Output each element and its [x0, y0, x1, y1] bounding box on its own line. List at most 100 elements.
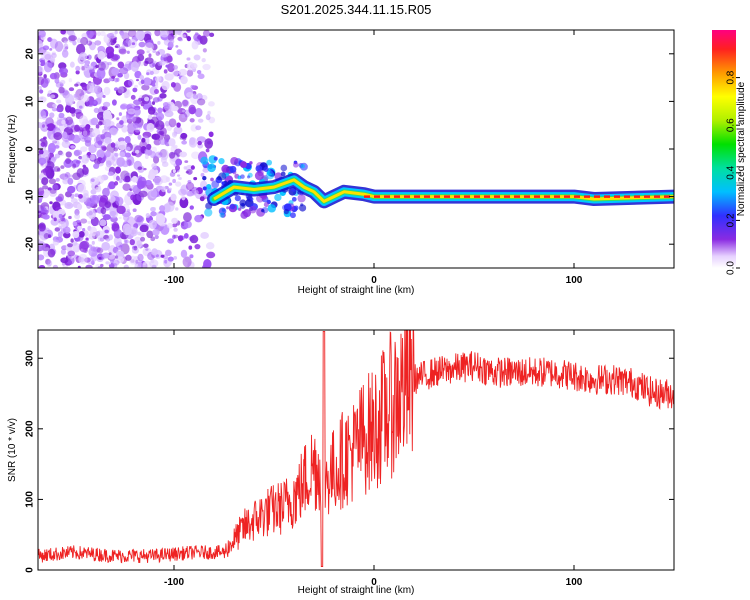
heatmap-cell: [116, 122, 124, 129]
heatmap-cell: [229, 165, 237, 173]
heatmap-cell: [78, 52, 88, 61]
heatmap-cell: [293, 162, 299, 168]
heatmap-cell: [78, 193, 83, 199]
heatmap-cell: [152, 228, 160, 236]
heatmap-cell: [71, 112, 76, 117]
heatmap-cell: [204, 138, 214, 149]
heatmap-cell: [57, 151, 65, 157]
heatmap-cell: [124, 226, 132, 235]
heatmap-cell: [123, 214, 130, 222]
heatmap-cell: [138, 41, 146, 48]
heatmap-cell: [65, 151, 72, 158]
heatmap-cell: [77, 183, 87, 193]
heatmap-cell: [134, 84, 139, 88]
heatmap-cell: [84, 63, 90, 68]
heatmap-cell: [67, 243, 73, 248]
heatmap-cell: [134, 149, 140, 154]
heatmap-cell: [130, 94, 136, 100]
heatmap-cell: [60, 257, 69, 264]
heatmap-cell: [49, 72, 58, 80]
heatmap-cell: [111, 99, 117, 106]
heatmap-cell: [152, 49, 157, 53]
heatmap-cell: [160, 254, 165, 258]
heatmap-cell: [138, 190, 148, 198]
heatmap-cell: [172, 169, 176, 174]
heatmap-cell: [98, 121, 103, 126]
heatmap-cell: [85, 264, 93, 268]
heatmap-cell: [171, 217, 178, 224]
heatmap-cell: [189, 189, 198, 196]
heatmap-cell: [202, 48, 207, 53]
heatmap-cell: [116, 256, 125, 264]
heatmap-cell: [97, 51, 106, 60]
heatmap-cell: [77, 225, 83, 230]
heatmap-cell: [80, 37, 89, 46]
snr-y-tick-label: 100: [25, 491, 36, 508]
heatmap-cell: [178, 188, 187, 196]
heatmap-cell: [99, 195, 109, 203]
heatmap-cell: [128, 30, 137, 38]
heatmap-cell: [44, 77, 50, 84]
heatmap-cell: [67, 177, 74, 185]
heatmap-cell: [205, 114, 211, 121]
heatmap-cell: [146, 50, 150, 54]
heatmap-cell: [176, 122, 181, 128]
heatmap-cell: [139, 75, 145, 80]
heatmap-cell: [105, 237, 111, 242]
heatmap-cell: [57, 231, 63, 238]
heatmap-cell: [48, 189, 57, 197]
heatmap-cell: [150, 154, 155, 158]
heatmap-cell: [135, 259, 139, 264]
heatmap-cell: [150, 80, 157, 87]
heatmap-cell: [196, 98, 206, 106]
heatmap-cell: [146, 72, 150, 76]
heatmap-cell: [144, 57, 154, 65]
heatmap-cell: [119, 151, 126, 158]
heatmap-cell: [114, 181, 119, 186]
heatmap-cell: [77, 265, 81, 268]
heatmap-cell: [239, 199, 247, 207]
spectrogram-x-tick-label: -100: [164, 275, 184, 286]
heatmap-marks: [38, 30, 674, 268]
heatmap-cell: [191, 40, 199, 50]
heatmap-cell: [137, 134, 142, 140]
colorbar-tick-label: 0.2: [726, 213, 737, 227]
heatmap-cell: [153, 155, 157, 158]
heatmap-cell: [70, 198, 78, 204]
heatmap-cell: [105, 160, 112, 168]
spectrogram-y-tick-label: -20: [25, 237, 36, 252]
chart-title: S201.2025.344.11.15.R05: [281, 2, 432, 17]
heatmap-cell: [87, 209, 97, 220]
heatmap-cell: [211, 180, 220, 189]
heatmap-cell: [190, 165, 195, 170]
heatmap-cell: [140, 79, 145, 85]
heatmap-cell: [133, 99, 142, 106]
heatmap-cell: [185, 182, 195, 191]
heatmap-cell: [141, 84, 150, 91]
heatmap-cell: [85, 237, 89, 241]
heatmap-cell: [188, 104, 196, 115]
heatmap-cell: [123, 264, 129, 268]
heatmap-cell: [91, 194, 100, 205]
heatmap-cell: [202, 167, 209, 173]
colorbar-label: Normalized spectral amplitude: [736, 81, 747, 216]
heatmap-cell: [186, 30, 191, 33]
heatmap-cell: [150, 211, 157, 217]
heatmap-cell: [157, 40, 161, 45]
heatmap-cell: [55, 177, 60, 182]
heatmap-cell: [58, 213, 63, 219]
heatmap-cell: [88, 247, 98, 257]
heatmap-cell: [194, 107, 203, 118]
heatmap-cell: [153, 177, 163, 186]
heatmap-cell: [157, 107, 163, 114]
heatmap-cell: [181, 114, 186, 119]
heatmap-cell: [177, 30, 182, 36]
heatmap-cell: [210, 177, 214, 182]
heatmap-cell: [42, 167, 51, 176]
heatmap-cell: [95, 231, 101, 237]
heatmap-cell: [127, 78, 134, 87]
heatmap-cell: [186, 92, 194, 98]
heatmap-cell: [174, 165, 181, 171]
heatmap-cell: [102, 214, 112, 220]
heatmap-cell: [87, 54, 92, 60]
